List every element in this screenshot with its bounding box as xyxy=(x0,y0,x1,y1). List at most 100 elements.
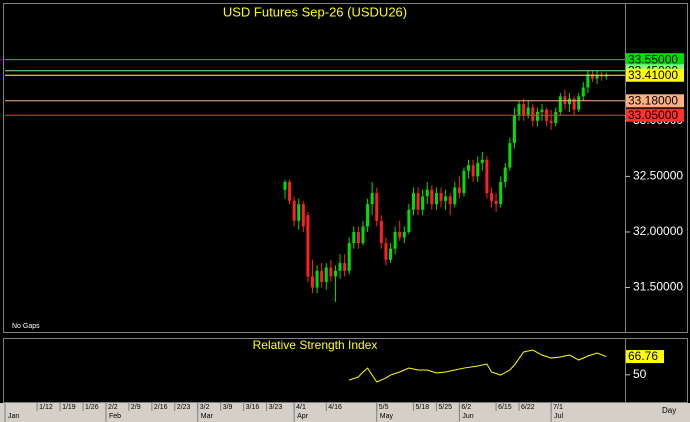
candle-body xyxy=(329,267,333,277)
candle-body xyxy=(439,193,443,201)
x-group-label: Feb xyxy=(109,413,121,420)
candle-body xyxy=(549,120,553,124)
x-tick-label: 5/18 xyxy=(415,404,429,411)
x-tick-label: 6/22 xyxy=(521,404,535,411)
x-tick-label: 2/16 xyxy=(154,404,168,411)
x-tick-label: 3/2 xyxy=(200,404,210,411)
level-box xyxy=(626,53,684,67)
candle-body xyxy=(389,248,393,260)
y-tick-label: 32.50000 xyxy=(633,169,683,183)
candle-body xyxy=(586,74,590,88)
x-tick-label: 2/23 xyxy=(177,404,191,411)
x-tick-label: 1/12 xyxy=(39,404,53,411)
candle-body xyxy=(292,200,296,221)
candle-body xyxy=(444,196,448,201)
candle-body xyxy=(333,270,337,277)
x-group-label: Jul xyxy=(554,413,563,420)
candle-body xyxy=(512,115,516,144)
candle-body xyxy=(526,107,530,116)
x-group-label: Jan xyxy=(8,413,19,420)
candle-body xyxy=(499,181,503,205)
x-tick-label: 2/9 xyxy=(131,404,141,411)
candle-body xyxy=(508,143,512,168)
y-tick-label: 32.00000 xyxy=(633,224,683,238)
candle-body xyxy=(283,181,287,190)
chart-title: USD Futures Sep-26 (USDU26) xyxy=(223,4,407,19)
candle-body xyxy=(457,187,461,194)
y-tick-label: 50 xyxy=(633,367,647,381)
level-box xyxy=(626,68,684,82)
level-label: 33.55000 xyxy=(628,52,678,66)
x-tick-label: 3/16 xyxy=(246,404,260,411)
candle-body xyxy=(375,193,379,221)
x-tick-label: 4/16 xyxy=(328,404,342,411)
x-group-label: May xyxy=(380,413,394,420)
candle-body xyxy=(453,187,457,205)
candle-body xyxy=(480,159,484,164)
candle-body xyxy=(568,98,572,105)
candle-body xyxy=(604,75,608,77)
candle-body xyxy=(563,96,567,105)
x-tick-label: 4/1 xyxy=(296,404,306,411)
candle-body xyxy=(416,193,420,210)
candle-body xyxy=(288,181,292,201)
candle-body xyxy=(343,263,347,271)
rsi-line xyxy=(349,349,607,383)
candle-body xyxy=(366,204,370,227)
candle-body xyxy=(558,96,562,112)
candle-body xyxy=(421,196,425,210)
candle-body xyxy=(485,159,489,194)
candle-body xyxy=(320,270,324,282)
candle-body xyxy=(384,243,388,260)
candle-body xyxy=(398,231,402,238)
candle-body xyxy=(306,215,310,277)
price-panel xyxy=(3,3,688,333)
value-label: 66.76 xyxy=(628,349,658,363)
candle-body xyxy=(402,231,406,238)
candle-body xyxy=(356,231,360,244)
candle-body xyxy=(361,226,365,244)
x-tick-label: 7/1 xyxy=(553,404,563,411)
candle-body xyxy=(297,204,301,221)
candle-body xyxy=(393,231,397,249)
candle-body xyxy=(379,220,383,244)
x-group-label: Apr xyxy=(297,413,309,420)
x-tick-label: 6/2 xyxy=(461,404,471,411)
level-label: 33.41000 xyxy=(628,68,678,82)
candle-body xyxy=(540,109,544,112)
x-tick-label: 5/5 xyxy=(379,404,389,411)
candle-body xyxy=(471,165,475,177)
candle-body xyxy=(581,87,585,97)
candle-body xyxy=(324,267,328,282)
x-tick-label: 3/9 xyxy=(223,404,233,411)
candle-body xyxy=(467,165,471,171)
candle-body xyxy=(311,276,314,288)
candle-body xyxy=(476,163,480,177)
rsi-panel xyxy=(3,338,688,403)
candle-body xyxy=(535,111,539,121)
x-tick-label: 2/2 xyxy=(108,404,118,411)
candle-body xyxy=(577,96,581,110)
candle-body xyxy=(595,75,599,79)
candle-body xyxy=(517,104,521,116)
x-axis-label: Day xyxy=(662,406,676,415)
x-group-label: Mar xyxy=(201,413,214,420)
candle-body xyxy=(352,231,356,244)
candle-body xyxy=(494,200,498,205)
level-box xyxy=(626,94,684,108)
x-tick-label: 6/15 xyxy=(498,404,512,411)
level-box xyxy=(626,108,684,122)
rsi-title: Relative Strength Index xyxy=(253,338,378,352)
candle-body xyxy=(434,193,438,205)
x-tick-label: 1/19 xyxy=(62,404,76,411)
candle-body xyxy=(301,204,305,227)
candle-body xyxy=(338,263,342,271)
candle-body xyxy=(347,243,351,271)
candle-body xyxy=(430,189,434,205)
candle-body xyxy=(315,270,319,288)
candle-body xyxy=(554,111,558,124)
candle-body xyxy=(462,170,466,194)
candle-body xyxy=(448,196,452,205)
